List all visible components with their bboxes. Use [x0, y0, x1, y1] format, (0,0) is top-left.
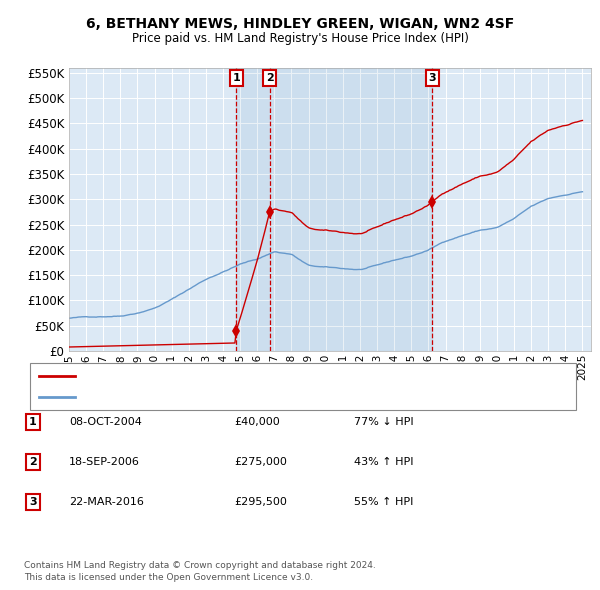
- Text: 1: 1: [29, 417, 37, 427]
- Text: This data is licensed under the Open Government Licence v3.0.: This data is licensed under the Open Gov…: [24, 572, 313, 582]
- Text: 3: 3: [29, 497, 37, 507]
- Text: 55% ↑ HPI: 55% ↑ HPI: [354, 497, 413, 507]
- Text: HPI: Average price, detached house, Wigan: HPI: Average price, detached house, Wiga…: [79, 392, 305, 402]
- Text: Contains HM Land Registry data © Crown copyright and database right 2024.: Contains HM Land Registry data © Crown c…: [24, 560, 376, 570]
- Text: 22-MAR-2016: 22-MAR-2016: [69, 497, 144, 507]
- Text: 43% ↑ HPI: 43% ↑ HPI: [354, 457, 413, 467]
- Text: 18-SEP-2006: 18-SEP-2006: [69, 457, 140, 467]
- Text: 3: 3: [428, 73, 436, 83]
- Text: £40,000: £40,000: [234, 417, 280, 427]
- Text: 1: 1: [232, 73, 240, 83]
- Text: 2: 2: [29, 457, 37, 467]
- Text: 08-OCT-2004: 08-OCT-2004: [69, 417, 142, 427]
- Text: £275,000: £275,000: [234, 457, 287, 467]
- Bar: [236, 68, 433, 351]
- Text: 77% ↓ HPI: 77% ↓ HPI: [354, 417, 413, 427]
- Text: £295,500: £295,500: [234, 497, 287, 507]
- Text: Price paid vs. HM Land Registry's House Price Index (HPI): Price paid vs. HM Land Registry's House …: [131, 32, 469, 45]
- Text: 6, BETHANY MEWS, HINDLEY GREEN, WIGAN, WN2 4SF (detached house): 6, BETHANY MEWS, HINDLEY GREEN, WIGAN, W…: [79, 371, 459, 381]
- Text: 6, BETHANY MEWS, HINDLEY GREEN, WIGAN, WN2 4SF: 6, BETHANY MEWS, HINDLEY GREEN, WIGAN, W…: [86, 17, 514, 31]
- Text: 2: 2: [266, 73, 274, 83]
